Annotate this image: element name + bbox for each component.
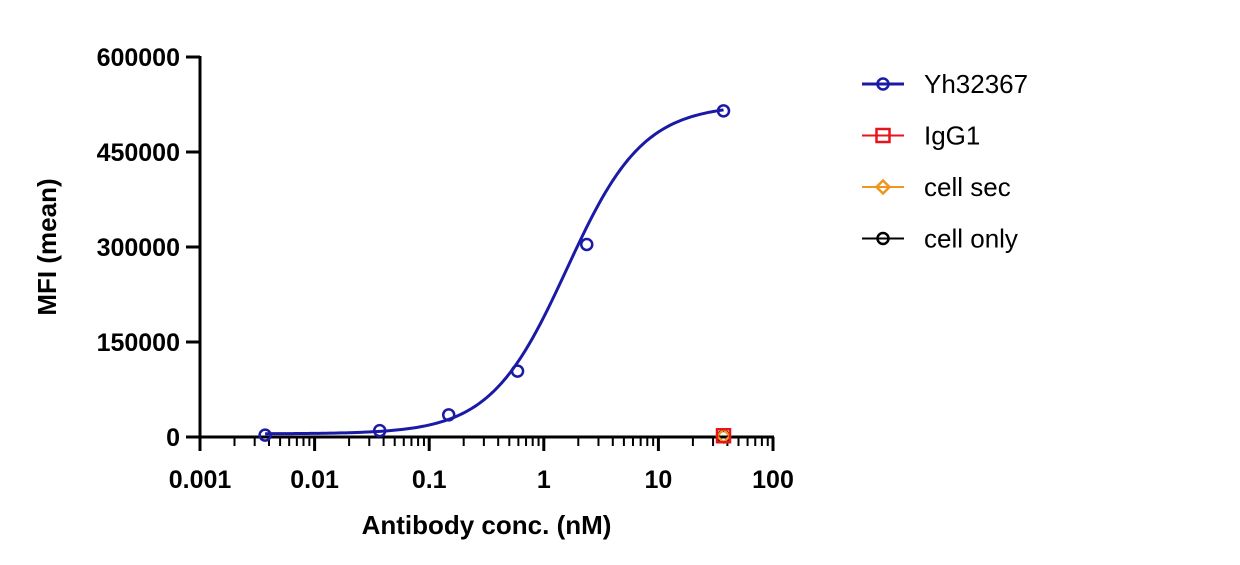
x-tick-label: 0.1 [412,466,447,494]
x-tick-label: 100 [752,466,794,494]
fit-curve-yh32367 [265,108,724,436]
fit-curves [265,108,724,436]
legend-item: cell only [862,224,1018,254]
legend-marker [876,77,890,91]
legend-item: Yh32367 [862,69,1028,99]
y-tick-label: 150000 [97,329,180,357]
data-point [258,428,272,442]
legend-label: Yh32367 [924,69,1028,99]
legend-marker [874,178,892,196]
x-tick-label: 10 [644,466,672,494]
data-point [441,408,456,422]
y-tick-label: 450000 [97,139,180,167]
data-point [716,104,731,118]
x-axis-label: Antibody conc. (nM) [362,510,612,540]
data-point [510,364,525,378]
y-tick-label: 600000 [97,44,180,72]
y-tick-label: 0 [166,424,180,452]
legend-marker [876,231,890,246]
data-point [715,427,732,444]
y-tick-label: 300000 [97,234,180,262]
x-tick-label: 0.01 [290,466,339,494]
y-axis-label: MFI (mean) [32,178,62,315]
data-points [258,104,732,445]
data-point [372,423,387,438]
legend-label: cell sec [924,172,1011,202]
legend-item: cell sec [862,172,1011,202]
legend: Yh32367 IgG1 cell sec cell only [862,69,1028,254]
legend-item: IgG1 [862,121,980,151]
axes: 0 150000 300000 450000 600000 0.001 0.01 0.1 1 10… [97,44,794,494]
x-tick-label: 1 [537,466,551,494]
legend-label: IgG1 [924,121,980,151]
x-tick-label: 0.001 [169,466,232,494]
data-point [579,237,594,252]
legend-label: cell only [924,224,1018,254]
legend-marker [875,127,891,144]
